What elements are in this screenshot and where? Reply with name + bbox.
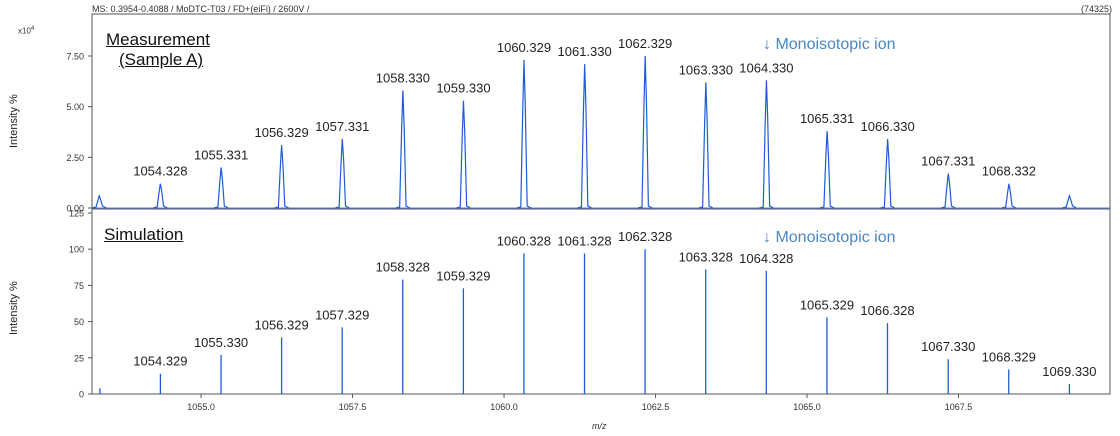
peak-label: 1058.330 [376, 70, 430, 85]
peak-label: 1054.328 [133, 164, 187, 179]
peak-label: 1065.331 [800, 111, 854, 126]
plot-frame [91, 13, 1111, 395]
measured-peak [941, 173, 956, 209]
measured-peak [213, 167, 229, 209]
y-tick-label: 5.00 [66, 102, 84, 112]
peak-label: 1057.329 [315, 307, 369, 322]
peak-label: 1055.331 [194, 147, 248, 162]
measured-peak [395, 90, 411, 209]
x-axis-label: m/z [592, 421, 607, 431]
peak-label: 1064.328 [739, 251, 793, 266]
peak-label: 1069.330 [1042, 364, 1096, 379]
peak-label: 1064.330 [739, 60, 793, 75]
peak-label: 1062.328 [618, 229, 672, 244]
peak-label: 1062.329 [618, 36, 672, 51]
measured-peak [92, 193, 107, 209]
y-tick-label: 25 [74, 353, 84, 363]
measurement-title-line2: (Sample A) [119, 50, 204, 69]
peak-label: 1060.329 [497, 40, 551, 55]
y-tick-label: 2.50 [66, 153, 84, 163]
total-count: (74325) [1080, 4, 1112, 14]
peak-label: 1056.329 [254, 318, 308, 333]
y-tick-label: 0.00 [66, 204, 84, 214]
measured-peak [456, 100, 471, 209]
peak-label: 1058.328 [376, 260, 430, 275]
peak-label: 1066.330 [860, 119, 914, 134]
spectrum-info: MS: 0.3954-0.4088 / MoDTC-T03 / FD+(eiFi… [92, 4, 310, 14]
x-tick-label: 1062.5 [642, 402, 670, 412]
y-tick-label: 125 [69, 209, 84, 219]
y-multiplier: x104 [18, 26, 35, 36]
peak-label: 1068.329 [982, 349, 1036, 364]
measured-peak [637, 55, 653, 209]
peak-label: 1057.331 [315, 119, 369, 134]
peak-label: 1067.331 [921, 154, 975, 169]
x-tick-label: 1055.0 [187, 402, 215, 412]
peak-label: 1060.328 [497, 234, 551, 249]
peak-label: 1054.329 [133, 354, 187, 369]
peak-label: 1061.330 [558, 44, 612, 59]
measured-peak [274, 145, 289, 209]
peak-label: 1059.330 [436, 81, 490, 96]
peak-label: 1063.330 [679, 62, 733, 77]
measured-peak [880, 139, 895, 209]
peak-label: 1061.328 [557, 234, 611, 249]
measured-peak [153, 183, 168, 209]
y-tick-label: 7.50 [66, 52, 84, 62]
measurement-title: Measurement (Sample A) [106, 30, 210, 70]
peak-label: 1055.330 [194, 335, 248, 350]
measured-peak [335, 139, 350, 209]
y-tick-label: 75 [74, 281, 84, 291]
y-tick-label: 50 [74, 317, 84, 327]
x-tick-label: 1060.0 [490, 402, 518, 412]
simulation-title: Simulation [104, 225, 184, 244]
peak-label: 1056.329 [254, 125, 308, 140]
monoisotopic-annotation-bottom: ↓ Monoisotopic ion [763, 229, 896, 246]
x-tick-label: 1057.5 [339, 402, 367, 412]
measured-peak [759, 80, 774, 209]
measured-peak [1001, 183, 1017, 209]
y-tick-label: 0 [79, 390, 84, 400]
peak-label: 1059.329 [436, 268, 490, 283]
measured-peak [1062, 193, 1077, 209]
x-tick-label: 1067.5 [945, 402, 973, 412]
peak-label: 1067.330 [921, 339, 975, 354]
peak-label: 1065.329 [800, 297, 854, 312]
x-tick-label: 1065.0 [793, 402, 821, 412]
peak-label: 1063.328 [679, 249, 733, 264]
peak-label: 1068.332 [982, 164, 1036, 179]
peak-label: 1066.328 [860, 303, 914, 318]
measured-peak [819, 130, 835, 209]
measured-peak [516, 60, 532, 209]
monoisotopic-annotation-top: ↓ Monoisotopic ion [763, 36, 896, 53]
measured-peak [577, 64, 592, 209]
y-tick-label: 100 [69, 245, 84, 255]
measurement-title-line1: Measurement [106, 30, 210, 49]
measured-peak [698, 82, 714, 209]
